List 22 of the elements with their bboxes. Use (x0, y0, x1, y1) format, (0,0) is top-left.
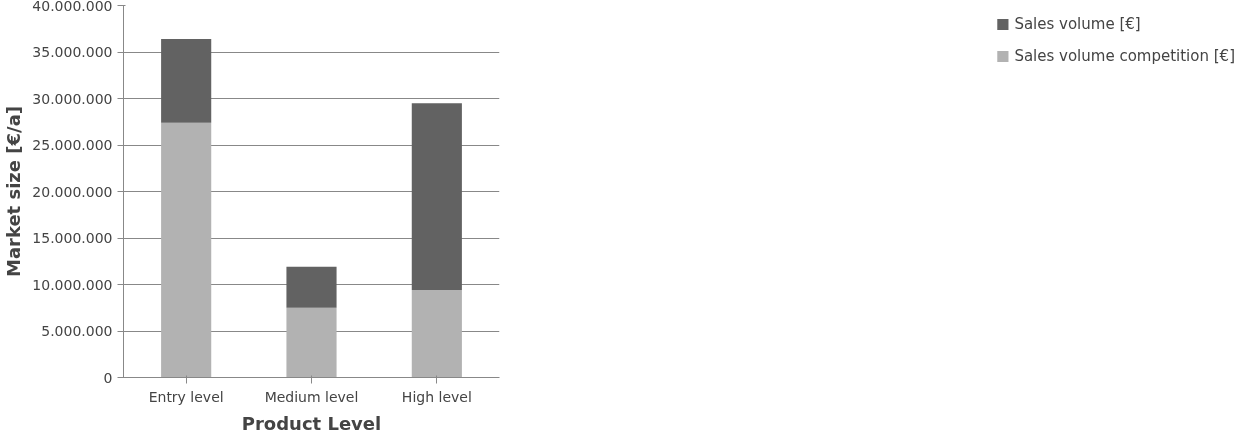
y-tick-label: 25.000.000 (32, 137, 113, 153)
x-tick-label: Medium level (264, 388, 359, 405)
bar (411, 103, 462, 291)
y-tick-label: 10.000.000 (32, 276, 113, 293)
y-tick-label: 40.000.000 (32, 0, 113, 14)
y-tick-label: 15.000.000 (32, 230, 113, 246)
bar (161, 38, 212, 123)
legend-label: Sales volume [€] (1014, 15, 1141, 33)
x-tick-label: High level (401, 388, 472, 405)
y-tick-label: 35.000.000 (32, 44, 113, 60)
x-tick-label: Entry level (148, 388, 224, 405)
y-tick-label: 30.000.000 (32, 90, 113, 107)
y-axis-title: Market size [€/a] (3, 105, 25, 278)
bar (286, 307, 337, 378)
bar (411, 290, 462, 378)
x-axis-title: Product Level (241, 412, 382, 434)
y-tick-label: 0 (103, 369, 113, 386)
bar (161, 122, 212, 378)
y-tick-label: 5.000.000 (41, 323, 113, 339)
bar (286, 266, 337, 308)
legend-label: Sales volume competition [€] (1014, 47, 1235, 65)
y-tick-label: 20.000.000 (32, 183, 113, 200)
